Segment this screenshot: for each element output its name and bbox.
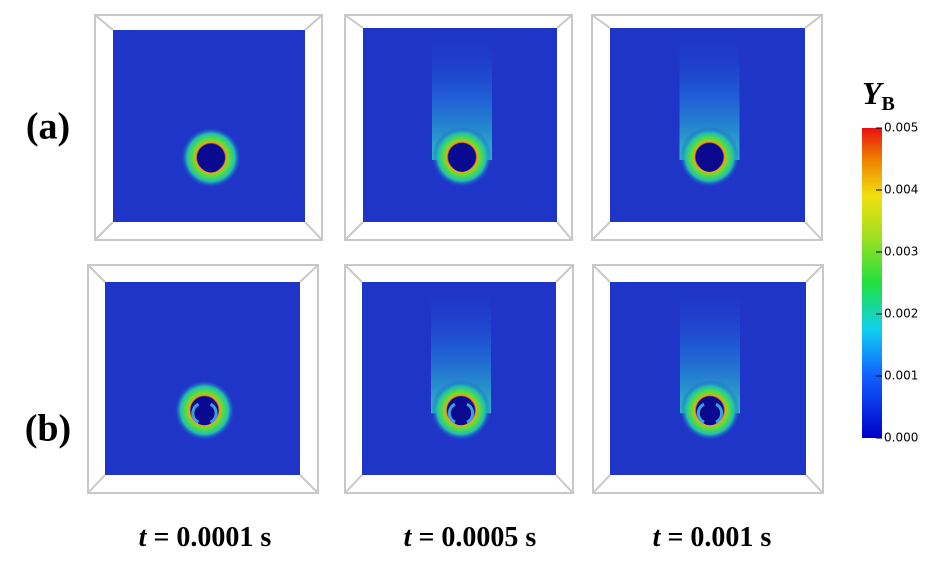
panel [591, 14, 823, 241]
panel [344, 14, 573, 241]
colorbar-subscript: B [882, 93, 895, 115]
frame-edge [591, 14, 611, 29]
frame-edge [555, 264, 574, 283]
column-label: t = 0.0001 s [139, 522, 272, 553]
colorbar-ticks: 0.000 0.001 0.002 0.003 0.004 0.005 [876, 121, 918, 445]
frame-edge [805, 264, 824, 283]
colorbar-tick-label: 0.001 [884, 369, 918, 383]
time-symbol: t [653, 522, 662, 553]
time-value: = 0.001 s [667, 522, 771, 553]
panel [94, 14, 323, 241]
colorbar-tick-label: 0.005 [884, 121, 918, 135]
column-labels: t = 0.0001 s t = 0.0005 s t = 0.001 s [139, 522, 772, 553]
colorbar-tick-label: 0.003 [884, 245, 918, 259]
droplet [192, 401, 217, 426]
column-label: t = 0.001 s [653, 522, 772, 553]
vortex [696, 402, 705, 424]
time-value: = 0.0001 s [153, 522, 271, 553]
vortex [209, 402, 218, 424]
frame-edge [592, 264, 611, 283]
domain [113, 30, 305, 222]
panels [87, 14, 824, 494]
frame-edge [87, 474, 106, 494]
colorbar-tick-label: 0.002 [884, 307, 918, 321]
frame-edge [299, 474, 319, 494]
colorbar-title: YB [862, 75, 895, 115]
row-label: (b) [25, 408, 71, 450]
frame-edge [304, 221, 323, 241]
row-label: (a) [26, 106, 70, 148]
panel [87, 264, 319, 494]
vortex [715, 402, 724, 424]
panel [344, 264, 574, 494]
frame-edge [804, 14, 823, 29]
time-symbol: t [139, 522, 148, 553]
frame-edge [94, 221, 114, 241]
frame-edge [556, 14, 573, 29]
droplet [697, 147, 722, 172]
column-label: t = 0.0005 s [404, 522, 537, 553]
frame-edge [94, 14, 114, 31]
frame-edge [556, 221, 573, 241]
frame-edge [344, 474, 363, 494]
colorbar-symbol: Y [862, 75, 884, 111]
time-value: = 0.0005 s [418, 522, 536, 553]
frame-edge [805, 474, 824, 494]
domain [105, 282, 300, 475]
droplet [199, 148, 223, 173]
frame-edge [344, 221, 364, 241]
vortex [466, 402, 475, 424]
frame-edge [344, 14, 364, 29]
time-symbol: t [404, 522, 413, 553]
vortex [447, 402, 456, 424]
frame-edge [304, 14, 323, 31]
droplet [698, 401, 722, 426]
droplet [450, 147, 474, 172]
panel [592, 264, 824, 494]
frame-edge [591, 221, 611, 241]
droplet [449, 401, 473, 426]
frame-edge [299, 264, 319, 283]
colorbar-tick-label: 0.000 [884, 431, 918, 445]
frame-edge [592, 474, 611, 494]
frame-edge [555, 474, 574, 494]
vortex [191, 402, 200, 424]
frame-edge [87, 264, 106, 283]
colorbar-tick-label: 0.004 [884, 183, 918, 197]
frame-edge [344, 264, 363, 283]
frame-edge [804, 221, 823, 241]
colorbar [862, 128, 882, 438]
